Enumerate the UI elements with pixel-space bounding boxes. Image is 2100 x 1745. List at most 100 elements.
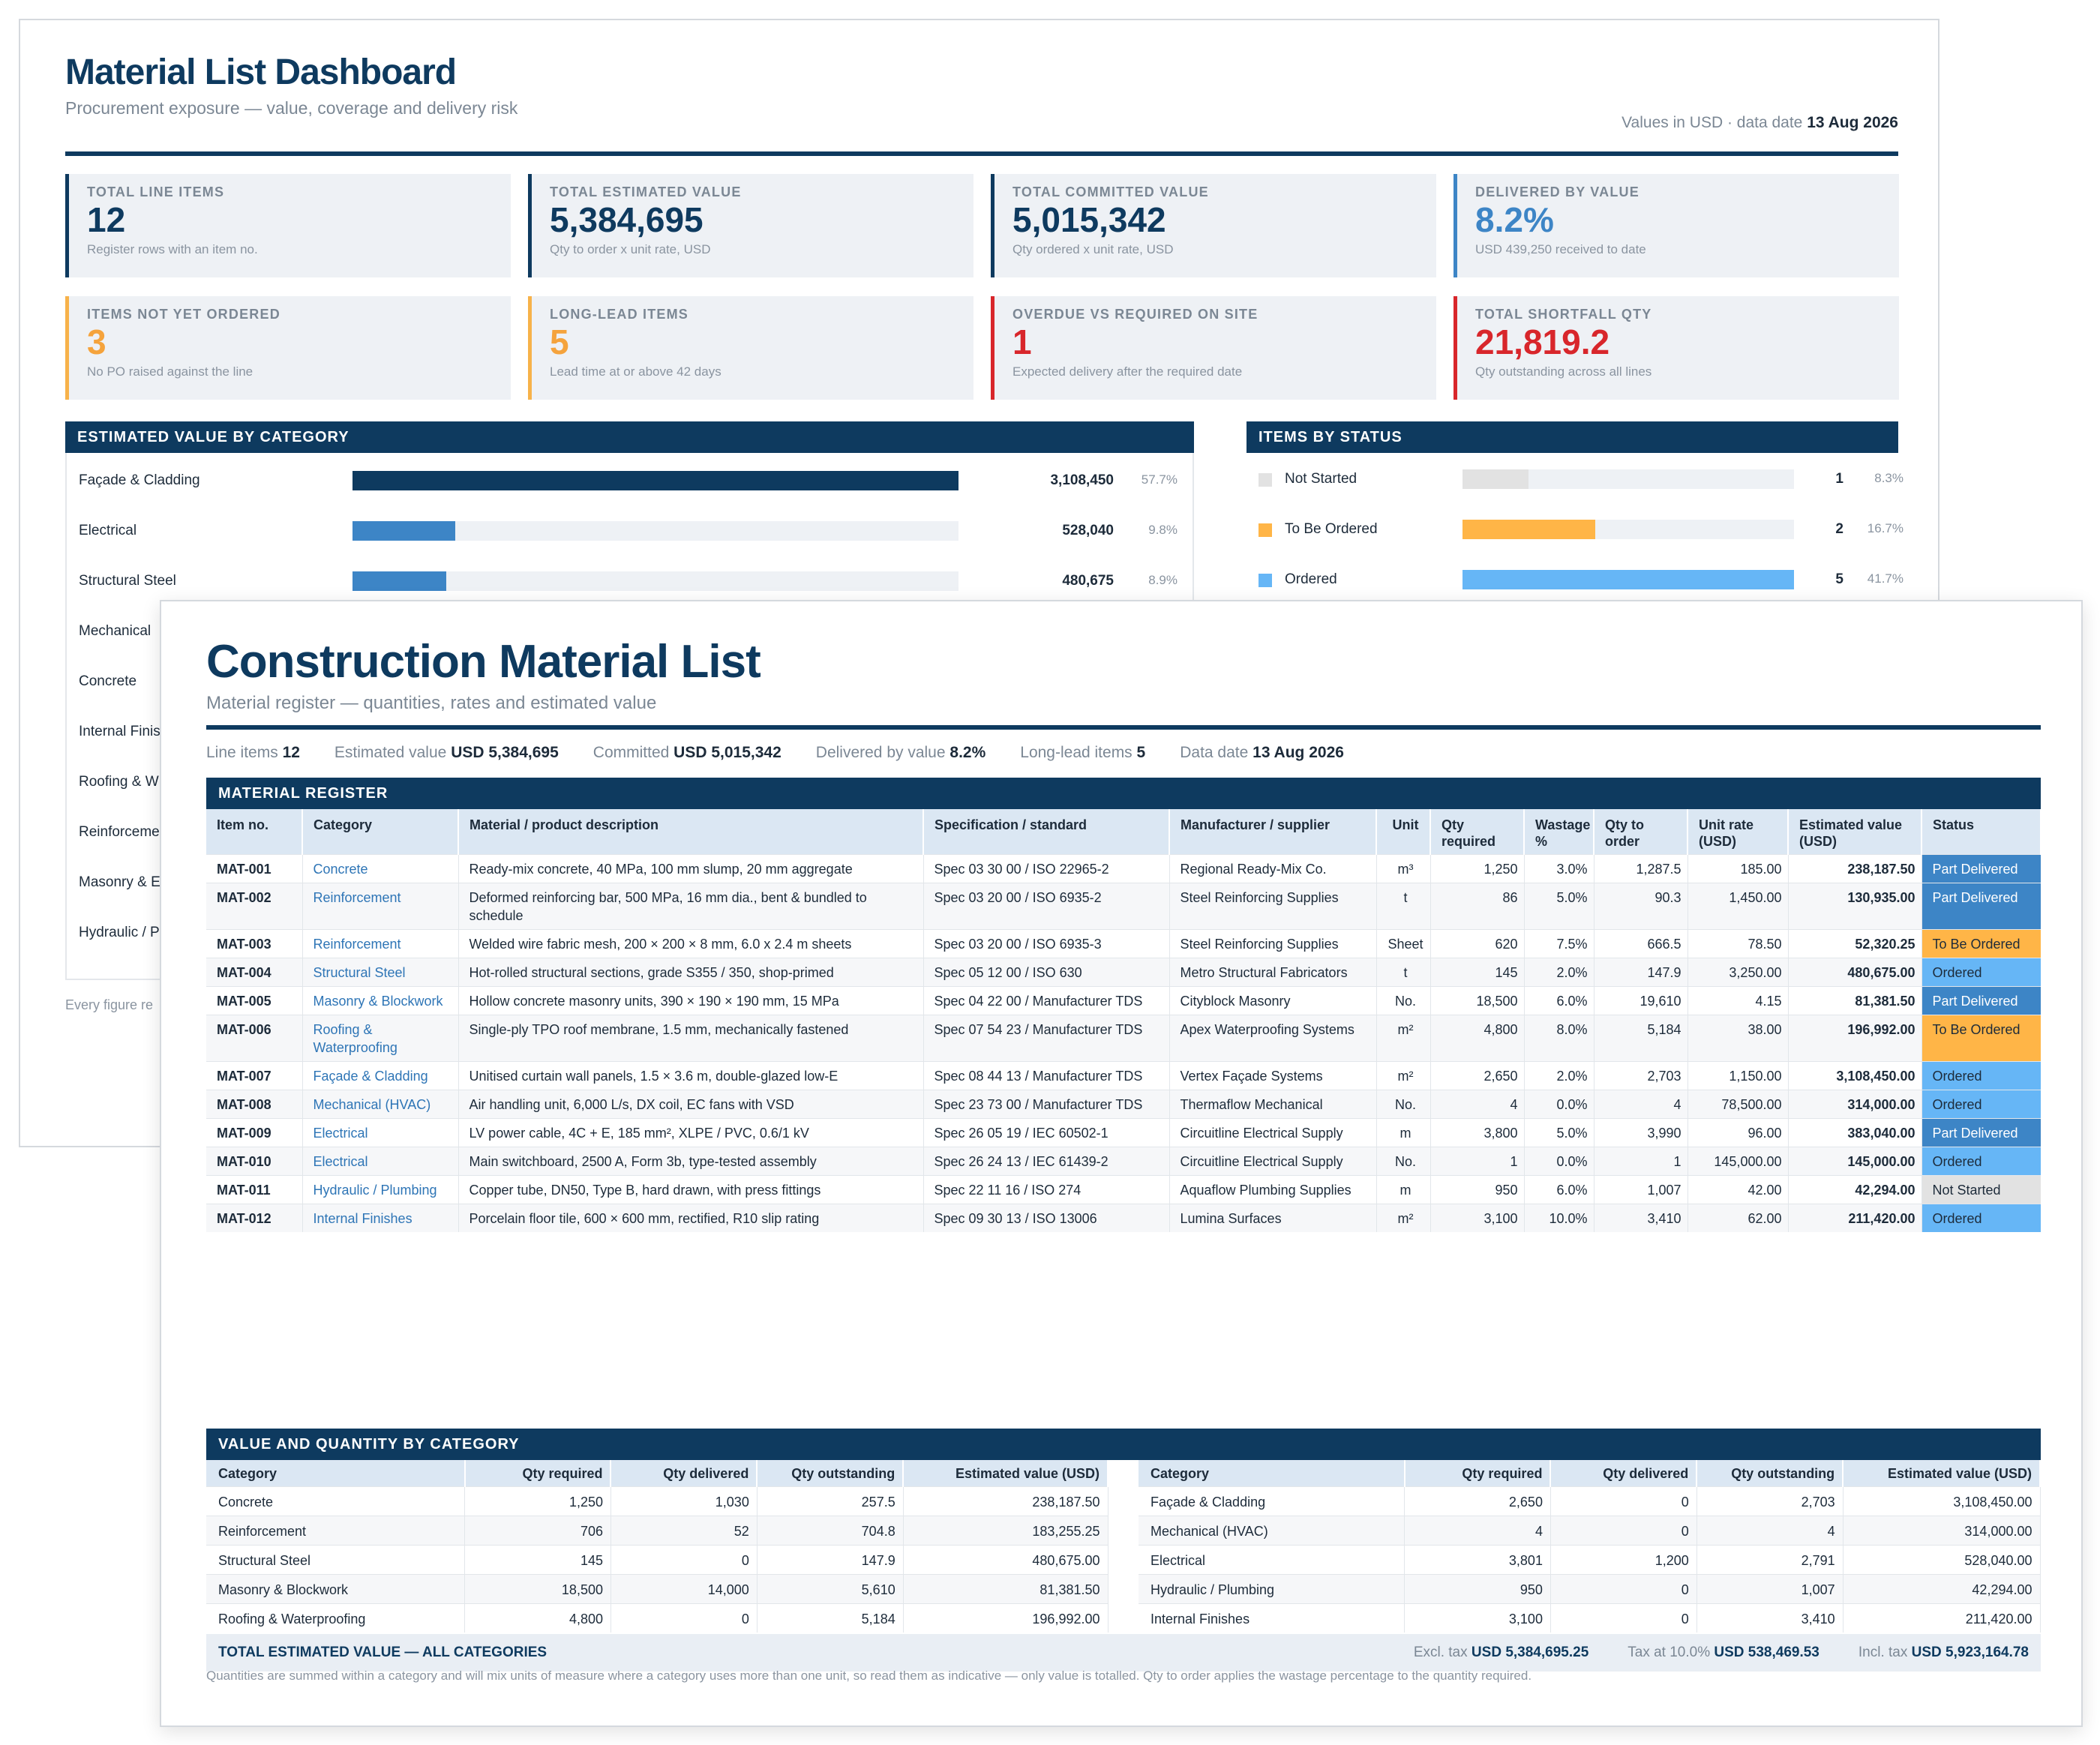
register-window[interactable]: Construction Material List Material regi… — [160, 600, 2083, 1727]
supplier-cell: Steel Reinforcing Supplies — [1169, 929, 1377, 958]
status-badge[interactable]: Part Delivered — [1922, 883, 2041, 930]
qty-to-order-cell: 5,184 — [1594, 1015, 1688, 1062]
status-badge[interactable]: Ordered — [1922, 1204, 2041, 1232]
wastage-cell: 8.0% — [1524, 1015, 1594, 1062]
status-badge[interactable]: Part Delivered — [1922, 1118, 2041, 1147]
quantity-cell: 0 — [1550, 1516, 1697, 1546]
status-swatch — [1258, 473, 1272, 487]
status-badge[interactable]: Ordered — [1922, 1090, 2041, 1119]
status-badge[interactable]: Part Delivered — [1922, 986, 2041, 1015]
unit-cell: Sheet — [1376, 929, 1431, 958]
category-cell[interactable]: Hydraulic / Plumbing — [302, 1175, 459, 1204]
column-header[interactable]: Category — [1138, 1460, 1406, 1487]
column-header[interactable]: Qty required — [464, 1460, 612, 1487]
description-cell: Air handling unit, 6,000 L/s, DX coil, E… — [458, 1090, 924, 1119]
wastage-cell: 7.5% — [1524, 929, 1594, 958]
table-row[interactable]: MAT-009 Electrical LV power cable, 4C + E,… — [206, 1118, 2041, 1147]
title-rule — [65, 151, 1898, 156]
summary-value: 13 Aug 2026 — [1252, 744, 1344, 761]
summary-item: Estimated value USD 5,384,695 — [334, 744, 559, 762]
category-cell[interactable]: Reinforcement — [302, 929, 459, 958]
meta-prefix: Values in USD · data date — [1622, 114, 1803, 131]
column-header[interactable]: Status — [1922, 809, 2042, 855]
table-row[interactable]: MAT-002 Reinforcement Deformed reinforcing… — [206, 883, 2041, 930]
category-cell[interactable]: Structural Steel — [302, 958, 459, 987]
table-row[interactable]: MAT-006 Roofing & Waterproofing Single-ply… — [206, 1015, 2041, 1062]
category-cell[interactable]: Reinforcement — [302, 883, 459, 930]
register-title: Construction Material List — [206, 636, 761, 688]
status-badge[interactable]: Ordered — [1922, 1147, 2041, 1176]
column-header[interactable]: Material / product description — [458, 809, 924, 855]
category-cell[interactable]: Electrical — [302, 1147, 459, 1176]
column-header[interactable]: Qty delivered — [1550, 1460, 1698, 1487]
excl-tax: Excl. tax USD 5,384,695.25 — [1414, 1645, 1588, 1661]
table-row[interactable]: MAT-011 Hydraulic / Plumbing Copper tube, … — [206, 1175, 2041, 1204]
table-row[interactable]: MAT-005 Masonry & Blockwork Hollow concret… — [206, 986, 2041, 1015]
table-row[interactable]: MAT-008 Mechanical (HVAC) Air handling uni… — [206, 1090, 2041, 1119]
unit-rate-cell: 1,450.00 — [1688, 883, 1789, 930]
kpi-value: 5,384,695 — [550, 200, 704, 239]
column-header[interactable]: Estimated value (USD) — [1788, 809, 1922, 855]
unit-rate-cell: 78,500.00 — [1688, 1090, 1789, 1119]
item-number: MAT-005 — [206, 986, 303, 1015]
category-cell[interactable]: Mechanical (HVAC) — [302, 1090, 459, 1119]
category-cell[interactable]: Concrete — [302, 854, 459, 883]
table-header-row: Item no. Category Material / product descr… — [206, 809, 2042, 855]
kpi-note: No PO raised against the line — [87, 364, 254, 379]
column-header[interactable]: Specification / standard — [923, 809, 1170, 855]
category-cell[interactable]: Masonry & Blockwork — [302, 986, 459, 1015]
category-cell[interactable]: Roofing & Waterproofing — [302, 1015, 459, 1062]
quantity-cell: 0 — [610, 1603, 758, 1633]
column-header[interactable]: Qty to order — [1594, 809, 1688, 855]
quantity-cell: 4 — [1696, 1516, 1844, 1546]
unit-rate-cell: 3,250.00 — [1688, 958, 1789, 987]
category-bar-row: Electrical 528,040 9.8% — [79, 520, 1181, 542]
status-badge[interactable]: To Be Ordered — [1922, 1015, 2041, 1062]
summary-item: Delivered by value 8.2% — [816, 744, 986, 762]
column-header[interactable]: Unit rate (USD) — [1688, 809, 1789, 855]
column-header[interactable]: Qty outstanding — [1696, 1460, 1844, 1487]
dashboard-footnote: Every figure re — [65, 997, 154, 1012]
column-header[interactable]: Category — [302, 809, 459, 855]
category-cell: Structural Steel — [206, 1545, 466, 1575]
column-header[interactable]: Wastage % — [1524, 809, 1594, 855]
column-header[interactable]: Qty delivered — [610, 1460, 758, 1487]
column-header[interactable]: Qty required — [1430, 809, 1525, 855]
unit-rate-cell: 42.00 — [1688, 1175, 1789, 1204]
column-header[interactable]: Manufacturer / supplier — [1169, 809, 1377, 855]
status-name: Ordered — [1285, 571, 1337, 587]
column-header[interactable]: Item no. — [206, 809, 303, 855]
excl-tax-label: Excl. tax — [1413, 1645, 1468, 1660]
category-cell[interactable]: Electrical — [302, 1118, 459, 1147]
column-header[interactable]: Qty outstanding — [757, 1460, 904, 1487]
summary-value: 12 — [282, 744, 300, 761]
supplier-cell: Thermaflow Mechanical — [1169, 1090, 1377, 1119]
table-row[interactable]: MAT-010 Electrical Main switchboard, 2500 … — [206, 1147, 2041, 1176]
table-row[interactable]: MAT-003 Reinforcement Welded wire fabric m… — [206, 929, 2041, 958]
description-cell: Welded wire fabric mesh, 200 × 200 × 8 m… — [458, 929, 924, 958]
table-row: Mechanical (HVAC) 4 0 4 314,000.00 — [1138, 1516, 2041, 1546]
quantity-cell: 3,108,450.00 — [1843, 1486, 2041, 1516]
item-number: MAT-006 — [206, 1015, 303, 1062]
status-badge[interactable]: Ordered — [1922, 1061, 2041, 1090]
status-badge[interactable]: To Be Ordered — [1922, 929, 2041, 958]
column-header[interactable]: Unit — [1376, 809, 1431, 855]
status-badge[interactable]: Part Delivered — [1922, 854, 2041, 883]
table-row[interactable]: MAT-007 Façade & Cladding Unitised curtain… — [206, 1061, 2041, 1090]
status-badge[interactable]: Not Started — [1922, 1175, 2041, 1204]
table-row[interactable]: MAT-001 Concrete Ready-mix concrete, 40 MP… — [206, 854, 2041, 883]
kpi-label: TOTAL LINE ITEMS — [87, 184, 225, 199]
status-bar — [1462, 469, 1529, 489]
bar-track — [1462, 520, 1794, 539]
column-header[interactable]: Qty required — [1404, 1460, 1552, 1487]
column-header[interactable]: Estimated value (USD) — [1843, 1460, 2041, 1487]
dashboard-meta: Values in USD · data date 13 Aug 2026 — [1622, 114, 1898, 132]
category-cell[interactable]: Façade & Cladding — [302, 1061, 459, 1090]
qty-to-order-cell: 90.3 — [1594, 883, 1688, 930]
category-cell[interactable]: Internal Finishes — [302, 1204, 459, 1232]
table-row[interactable]: MAT-004 Structural Steel Hot-rolled struct… — [206, 958, 2041, 987]
table-row[interactable]: MAT-012 Internal Finishes Porcelain floor … — [206, 1204, 2041, 1232]
column-header[interactable]: Category — [206, 1460, 466, 1487]
status-badge[interactable]: Ordered — [1922, 958, 2041, 987]
column-header[interactable]: Estimated value (USD) — [903, 1460, 1108, 1487]
